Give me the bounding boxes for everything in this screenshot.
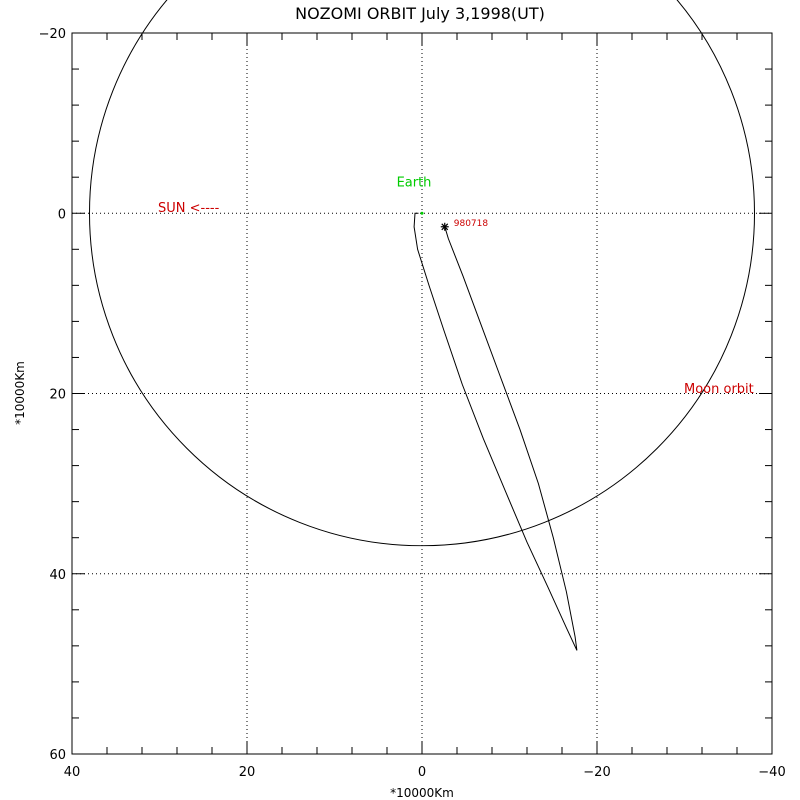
date-marker-star	[440, 222, 449, 231]
x-tick-label: 0	[418, 765, 426, 780]
earth-label: Earth	[397, 175, 432, 190]
y-axis-label: *10000Km	[13, 361, 27, 425]
x-tick-label: 20	[239, 765, 256, 780]
x-tick-label: −40	[758, 765, 785, 780]
earth-dot	[420, 211, 424, 215]
moon-orbit-label: Moon orbit	[684, 382, 754, 397]
tick-labels: 40 20 0 −20 −40 −20 0 20 40 60	[39, 27, 786, 780]
x-tick-label: 40	[64, 765, 81, 780]
date-label: 980718	[454, 219, 489, 229]
y-tick-label: 60	[49, 748, 66, 763]
y-tick-label: 0	[58, 207, 66, 222]
x-tick-label: −20	[583, 765, 610, 780]
nozomi-trajectory-line	[413, 212, 578, 651]
y-tick-label: 20	[49, 388, 66, 403]
sun-label: SUN <----	[158, 201, 220, 216]
chart-title: NOZOMI ORBIT July 3,1998(UT)	[295, 4, 545, 23]
y-tick-label: −20	[39, 27, 66, 42]
y-tick-label: 40	[49, 568, 66, 583]
grid-lines	[72, 33, 772, 754]
star-marker-stroke	[441, 223, 449, 231]
moon-orbit-circle	[90, 0, 755, 546]
axis-ticks	[71, 32, 773, 755]
x-axis-label: *10000Km	[390, 786, 454, 800]
earth-marker	[420, 211, 424, 215]
